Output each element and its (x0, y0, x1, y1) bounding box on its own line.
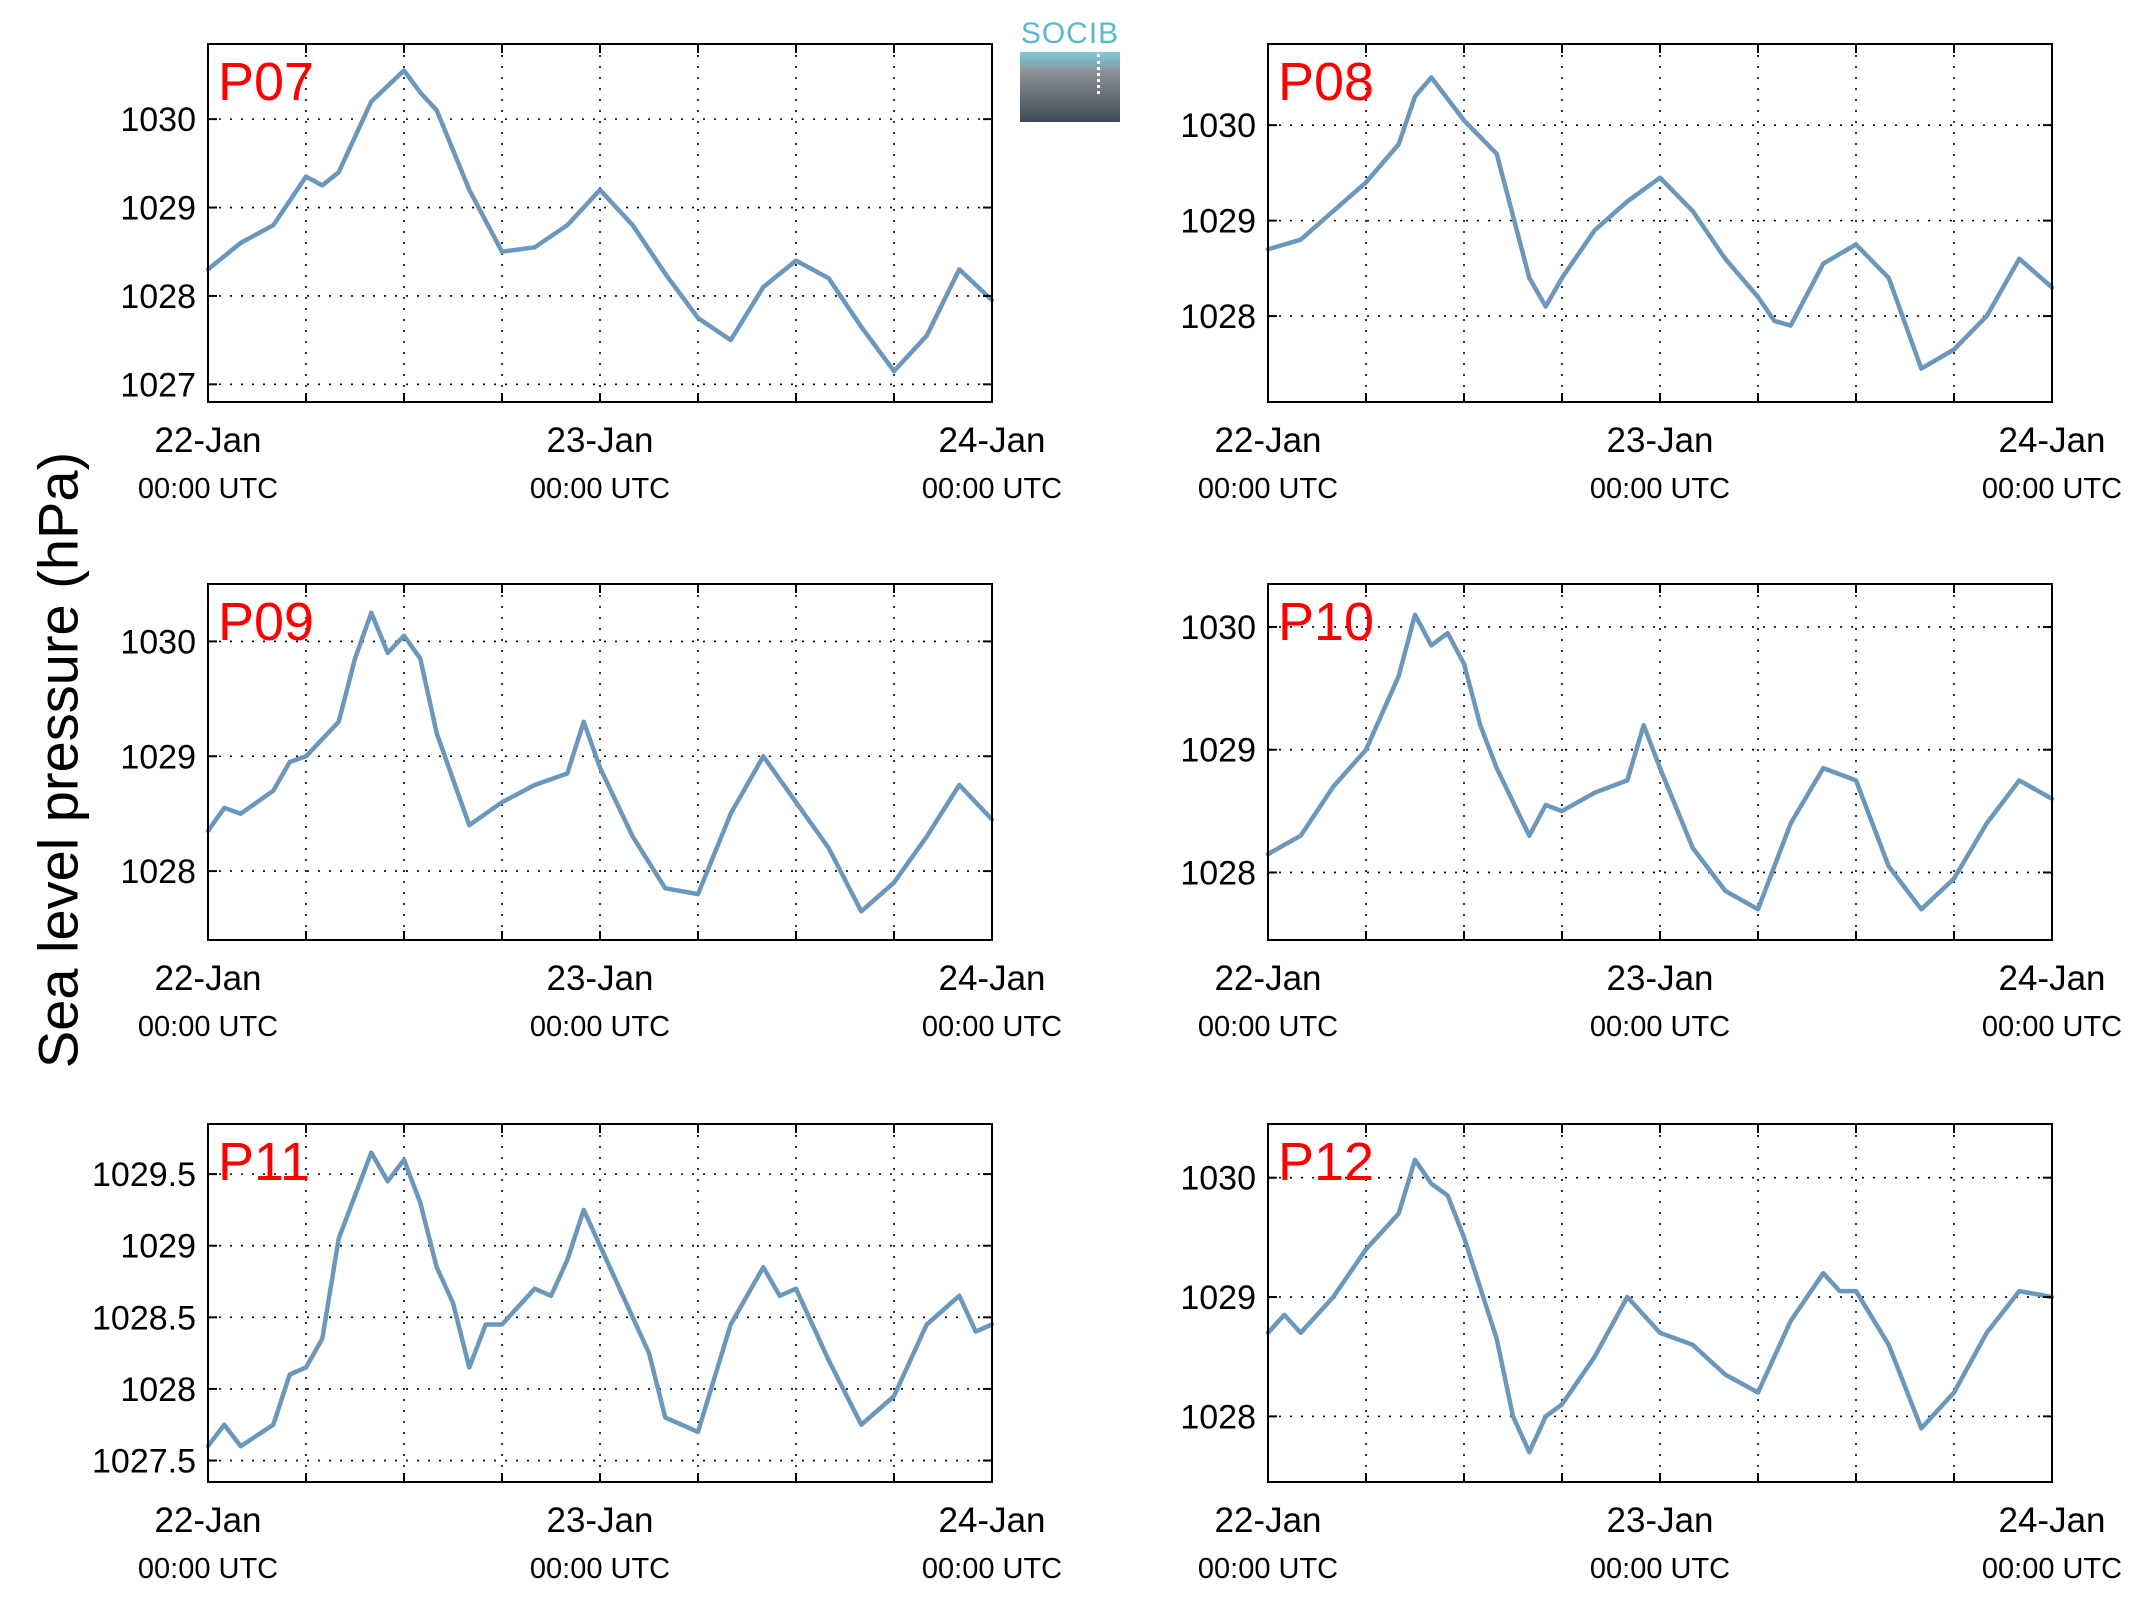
logo-dots-graphic (1097, 54, 1100, 94)
chart-panel-p11: 1027.5 1028 1028.5 1029 1029.5 22-Jan 00:00 UT… (92, 1123, 1062, 1585)
y-tick-label: 1029 (1180, 732, 1256, 770)
x-tick-label-time: 00:00 UTC (1982, 1553, 2122, 1585)
y-tick-label: 1027 (120, 366, 196, 404)
chart-panel-p12: 1028 1029 1030 22-Jan 00:00 UTC 23-Jan 00:00 U… (1180, 1123, 2122, 1585)
y-tick-label: 1028 (120, 853, 196, 891)
x-tick-label-date: 22-Jan (1214, 959, 1321, 998)
y-tick-label: 1029 (120, 1228, 196, 1266)
station-label: P08 (1278, 52, 1374, 112)
x-tick-label-time: 00:00 UTC (922, 1011, 1062, 1043)
chart-panel-p10: 1028 1029 1030 22-Jan 00:00 UTC 23-Jan 00:00 U… (1180, 583, 2122, 1043)
y-tick-label: 1028.5 (92, 1299, 196, 1337)
y-tick-label: 1030 (120, 623, 196, 661)
x-tick-label-date: 22-Jan (154, 1501, 261, 1540)
x-tick-label-time: 00:00 UTC (138, 1553, 278, 1585)
y-tick-label: 1028 (1180, 298, 1256, 336)
x-tick-label-time: 00:00 UTC (530, 1011, 670, 1043)
x-tick-label-date: 23-Jan (1606, 421, 1713, 460)
chart-panel-p07: 1027 1028 1029 1030 22-Jan 00:00 UTC 23-Jan 00:… (120, 43, 1062, 505)
axes-frame (1267, 43, 2053, 403)
x-tick-label-date: 23-Jan (1606, 959, 1713, 998)
logo-wave-graphic (1020, 52, 1120, 122)
x-tick-label-time: 00:00 UTC (1590, 1553, 1730, 1585)
x-tick-label-time: 00:00 UTC (530, 473, 670, 505)
y-tick-label: 1029 (120, 738, 196, 776)
logo-text: SOCIB (1020, 17, 1120, 50)
x-tick-label-date: 24-Jan (1998, 959, 2105, 998)
y-tick-label: 1027.5 (92, 1443, 196, 1481)
y-tick-label: 1028 (120, 1371, 196, 1409)
x-tick-label-date: 22-Jan (1214, 421, 1321, 460)
x-tick-label-date: 23-Jan (546, 959, 653, 998)
x-tick-label-date: 22-Jan (154, 421, 261, 460)
data-line-p10 (1265, 612, 2055, 912)
data-line-p07 (205, 68, 995, 374)
y-tick-label: 1028 (1180, 854, 1256, 892)
y-tick-label: 1028 (1180, 1398, 1256, 1436)
y-tick-label: 1030 (120, 101, 196, 139)
x-tick-label-time: 00:00 UTC (1198, 473, 1338, 505)
socib-logo: SOCIB (1020, 18, 1120, 122)
x-tick-label-time: 00:00 UTC (1198, 1011, 1338, 1043)
y-tick-label: 1030 (1180, 1160, 1256, 1198)
station-label: P10 (1278, 592, 1374, 652)
y-tick-label: 1029 (120, 190, 196, 228)
x-tick-label-time: 00:00 UTC (922, 473, 1062, 505)
axes-frame (207, 1123, 993, 1483)
data-line-p08 (1265, 75, 2055, 371)
y-tick-label: 1030 (1180, 107, 1256, 145)
x-tick-label-date: 24-Jan (938, 421, 1045, 460)
x-tick-label-date: 24-Jan (1998, 421, 2105, 460)
x-tick-label-date: 23-Jan (1606, 1501, 1713, 1540)
x-tick-label-time: 00:00 UTC (1982, 1011, 2122, 1043)
y-tick-label: 1029.5 (92, 1156, 196, 1194)
x-tick-label-time: 00:00 UTC (1590, 473, 1730, 505)
station-label: P07 (218, 52, 314, 112)
x-tick-label-date: 24-Jan (938, 1501, 1045, 1540)
x-tick-label-date: 22-Jan (154, 959, 261, 998)
chart-panel-p09: 1028 1029 1030 22-Jan 00:00 UTC 23-Jan 00:00 U… (120, 583, 1062, 1043)
x-tick-label-time: 00:00 UTC (1198, 1553, 1338, 1585)
y-tick-label: 1030 (1180, 609, 1256, 647)
x-tick-label-date: 22-Jan (1214, 1501, 1321, 1540)
x-tick-label-time: 00:00 UTC (1590, 1011, 1730, 1043)
x-tick-label-date: 23-Jan (546, 421, 653, 460)
x-tick-label-date: 24-Jan (938, 959, 1045, 998)
data-line-p09 (205, 610, 995, 914)
y-tick-label: 1029 (1180, 1279, 1256, 1317)
chart-panel-p08: 1028 1029 1030 22-Jan 00:00 UTC 23-Jan 00:00 U… (1180, 43, 2122, 505)
data-line-p12 (1265, 1157, 2055, 1455)
y-tick-label: 1028 (120, 278, 196, 316)
y-tick-label: 1029 (1180, 203, 1256, 241)
x-tick-label-date: 23-Jan (546, 1501, 653, 1540)
x-tick-label-time: 00:00 UTC (530, 1553, 670, 1585)
x-tick-label-time: 00:00 UTC (138, 1011, 278, 1043)
x-tick-label-time: 00:00 UTC (1982, 473, 2122, 505)
x-tick-label-time: 00:00 UTC (922, 1553, 1062, 1585)
axes-frame (1267, 1123, 2053, 1483)
x-tick-label-date: 24-Jan (1998, 1501, 2105, 1540)
station-label: P09 (218, 592, 314, 652)
station-label: P11 (218, 1132, 310, 1192)
x-tick-label-time: 00:00 UTC (138, 473, 278, 505)
station-label: P12 (1278, 1132, 1374, 1192)
data-line-p11 (205, 1150, 995, 1449)
